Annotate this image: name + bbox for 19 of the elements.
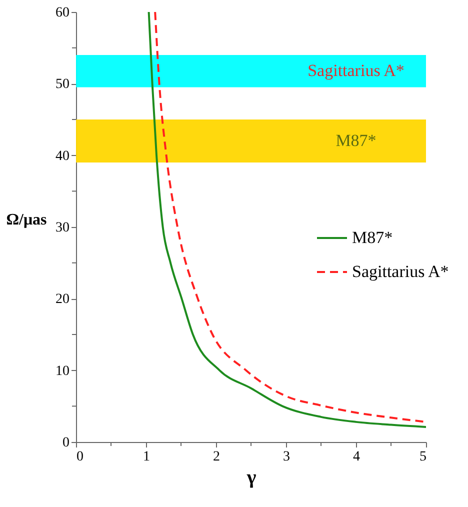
y-tick-label: 10 [56,364,70,379]
x-tick-label: 0 [76,450,84,464]
legend-label: Sagittarius A* [352,262,449,281]
y-tick-label: 0 [62,436,70,450]
x-tick-label: 5 [420,450,426,464]
y-tick-label: 30 [56,220,70,236]
band-label: Sagittarius A* [308,61,404,80]
band-label: M87* [336,131,376,150]
x-tick-label: 2 [213,450,220,464]
y-tick-label: 50 [56,77,70,92]
x-axis-title: γ [246,466,257,488]
legend-label: M87* [352,228,393,247]
x-tick-label: 1 [143,450,150,464]
y-axis-title: Ω/μas [6,212,47,228]
y-tick-label: 40 [56,148,70,164]
x-tick-label: 4 [353,450,360,464]
y-tick-label: 20 [56,292,70,308]
x-tick-label: 3 [283,450,290,464]
y-tick-label: 60 [56,6,70,20]
